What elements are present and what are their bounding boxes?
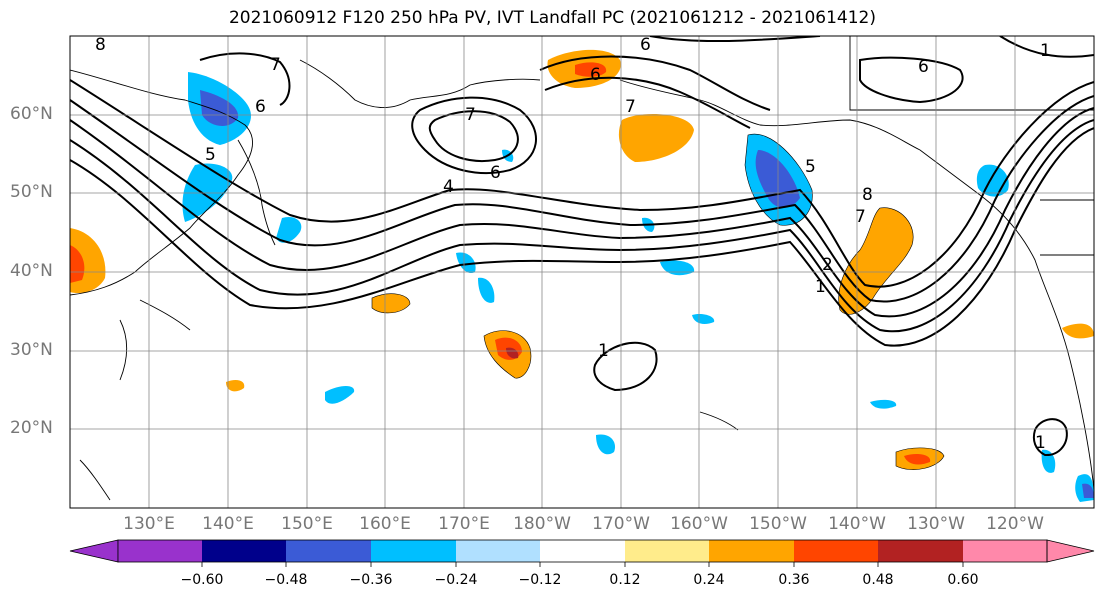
lon-label: 150°W — [749, 514, 807, 534]
contour-label: 7 — [270, 55, 281, 75]
colorbar-tick-label: 0.60 — [947, 572, 979, 588]
contour-label: 1 — [1035, 433, 1046, 453]
contour-label: 5 — [805, 157, 816, 177]
lon-label: 160°E — [359, 514, 411, 534]
colorbar-segment — [286, 540, 371, 562]
lon-label: 120°W — [986, 514, 1044, 534]
colorbar-segment — [878, 540, 963, 562]
lon-label: 180°W — [513, 514, 571, 534]
colorbar-segment — [118, 540, 202, 562]
lat-label-60n: 60°N — [10, 104, 53, 124]
colorbar-tick-label: 0.36 — [778, 572, 810, 588]
colorbar-segment — [794, 540, 878, 562]
contour-label: 2 — [822, 255, 833, 275]
contour-label: 7 — [625, 97, 636, 117]
colorbar-tick-label: 0.24 — [693, 572, 725, 588]
colorbar-tick-label: −0.60 — [180, 572, 224, 588]
contour-labels: 8 7 6 5 4 6 7 6 7 6 5 8 7 2 1 1 6 1 1 — [95, 35, 1051, 453]
colorbar-segment — [202, 540, 286, 562]
lon-label: 130°E — [123, 514, 175, 534]
contour-label: 7 — [465, 105, 476, 125]
contour-label: 1 — [598, 341, 609, 361]
graticule — [70, 36, 1094, 508]
lon-label: 170°W — [592, 514, 650, 534]
positive-anomaly-alaska — [618, 114, 694, 162]
contour-label: 6 — [490, 163, 501, 183]
colorbar-segment — [625, 540, 709, 562]
contour-label: 6 — [918, 57, 929, 77]
lon-label: 140°W — [828, 514, 886, 534]
contour-label: 5 — [205, 145, 216, 165]
pv-contours — [70, 36, 1094, 457]
contour-label: 7 — [855, 207, 866, 227]
contour-label: 1 — [1040, 41, 1051, 61]
lat-label-20n: 20°N — [10, 418, 53, 438]
contour-label: 6 — [640, 35, 651, 55]
colorbar-extend-low — [69, 539, 119, 563]
colorbar-tick-label: −0.36 — [349, 572, 393, 588]
colorbar-tick-label: −0.48 — [264, 572, 308, 588]
contour-label: 6 — [590, 65, 601, 85]
figure-title: 2021060912 F120 250 hPa PV, IVT Landfall… — [228, 8, 876, 28]
contour-label: 8 — [862, 185, 873, 205]
colorbar-segment — [540, 540, 625, 562]
contour-label: 4 — [443, 177, 454, 197]
contour-label: 1 — [815, 277, 826, 297]
lat-label-50n: 50°N — [10, 182, 53, 202]
colorbar-segment — [456, 540, 540, 562]
colorbar-extend-high — [1046, 539, 1095, 563]
lat-label-30n: 30°N — [10, 340, 53, 360]
colorbar-tick-label: −0.12 — [518, 572, 562, 588]
contour-label: 6 — [255, 97, 266, 117]
colorbar-segment — [963, 540, 1047, 562]
colorbar-tick-label: 0.12 — [609, 572, 641, 588]
colorbar-segment — [371, 540, 456, 562]
lat-label-40n: 40°N — [10, 261, 53, 281]
contour-label: 8 — [95, 35, 106, 55]
lon-label: 150°E — [281, 514, 333, 534]
lon-label: 140°E — [202, 514, 254, 534]
colorbar — [69, 539, 1095, 567]
colorbar-tick-label: 0.48 — [862, 572, 894, 588]
colorbar-tick-label: −0.24 — [434, 572, 478, 588]
lon-label: 160°W — [670, 514, 728, 534]
map-frame — [69, 35, 1095, 509]
colorbar-segment — [709, 540, 794, 562]
lon-label: 130°W — [907, 514, 965, 534]
lon-label: 170°E — [438, 514, 490, 534]
